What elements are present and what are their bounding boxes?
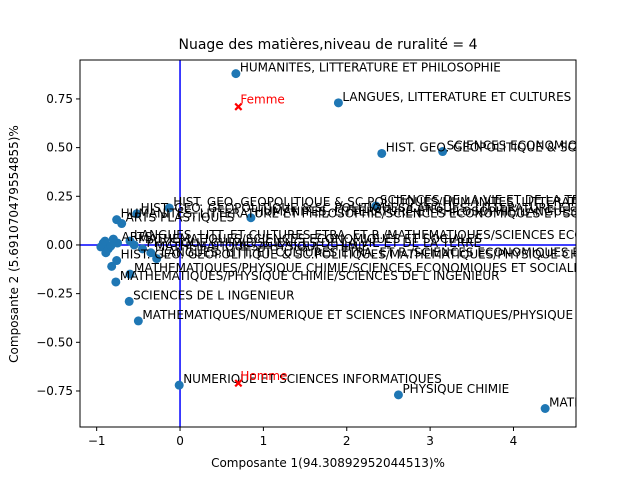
data-point [231,69,241,79]
y-tick-label: −0.50 [36,335,73,349]
axis-ticks: −1 0 1 2 3 4 −0.75 −0.50 −0.25 0.00 0.25 0.50 0.75 [36,92,517,448]
data-point [111,277,121,287]
y-tick-label: 0.75 [46,92,73,106]
data-point-label: HIST. GEO. GEOPOLITIQUE & SC.POLITIQUES/… [121,248,604,262]
data-point-label: MATHEMATIQUES/PHYSIQUE CHIMIE [155,240,369,254]
supplementary-marker-stroke [234,102,243,111]
y-axis-label: Composante 2 (5.691070479554855)% [7,125,21,363]
data-point [132,209,142,219]
data-point [438,147,448,157]
supplementary-marker-stroke [234,379,243,388]
y-tick-label: 0.50 [46,141,73,155]
data-point [129,240,139,250]
data-point [112,256,122,266]
data-point-label: ARTS [122,230,153,244]
data-point-label: PHYSIQUE CHIMIE/SCIENCES DE LA VIE ET DE… [147,236,482,250]
x-tick-label: 0 [176,434,184,448]
data-point-label: HIST. GEO. GEOPOLITIQUE & SC.POLITIQUES [386,140,640,154]
supplementary-point [234,379,243,388]
data-point-label: MATHEMATIQUES/PHYSIQUE CHIMIE/SCIENCES D… [120,269,500,283]
data-point [377,148,387,158]
data-point-label: LANGUES, LITT. ET CULTURES ETRA. ET R./M… [134,228,640,242]
data-point [125,269,135,279]
data-point-label: ARTS PLASTIQUES [126,211,235,225]
x-tick-label: 3 [426,434,434,448]
supplementary-point-label: Femme [240,93,284,107]
data-point [133,316,143,326]
chart-title: Nuage des matières,niveau de ruralité = … [178,37,477,53]
data-point-label: HIST. GEO. GEOPOLITIQUE & SC.POLITIQUES/… [141,201,640,215]
data-point-label: LANGUES, LITTERATURE ET CULTURES ETRANGE… [342,90,640,104]
data-point-label: SCIENCES DE LA VIE ET DE LA TERRE [380,193,604,207]
plot-area: HUMANITES, LITTERATURE ET PHILOSOPHIE LAN… [80,60,640,427]
y-tick-label: 0.25 [46,189,73,203]
y-tick-label: 0.00 [46,238,73,252]
data-point [108,234,118,244]
y-tick-label: −0.25 [36,287,73,301]
supplementary-point [234,102,243,111]
data-point [107,261,117,271]
x-tick-label: −1 [88,434,106,448]
data-point [124,296,134,306]
plot-frame [79,59,577,428]
data-point-label: HIST. GEO. GEOPOLITIQUE & SC.POLITIQUES/… [173,195,640,209]
data-point [333,98,343,108]
data-point-label: MATHEMATIQUES/PHYSIQUE CHIMIE/SCIENCES E… [134,261,589,275]
data-point-label: HUMANITES, LITTERATURE ET PHILOSOPHIE [240,61,501,75]
data-point-label: MATHEMATIQUES/NUMERIQUE ET SCIENCES INFO… [142,308,619,322]
data-point [246,213,256,223]
data-point-label: NUMERIQUE ET SCIENCES INFORMATIQUES [183,372,442,386]
x-tick-label: 1 [260,434,268,448]
data-point [106,241,116,251]
data-point [152,254,162,264]
data-point-label: MATHEMATIQUES/SCIENCES ECONOMIQUES ET SO… [138,232,482,246]
data-point-label: HUMANITES, LITTERATURE ET PHILOSOPHIE/SC… [121,207,622,221]
x-tick-label: 4 [510,434,518,448]
data-point [371,201,381,211]
data-point [138,244,148,254]
data-point [146,248,156,258]
data-point-label: SCIENCES ECONOMIQUES ET SOCIALES [447,139,640,153]
data-point-label: MATHEMATIQUES [549,396,640,410]
data-point [117,219,127,229]
x-axis-label: Composante 1(94.30892952044513)% [211,456,445,470]
data-point [164,203,174,213]
x-tick-label: 2 [343,434,351,448]
data-point [174,380,184,390]
supplementary-point-label: Homme [240,369,287,383]
data-point-label: LANGUES, LITT. ET CULTURES ETRA. ET R./S… [161,246,640,260]
data-point [540,404,550,414]
data-point-label: SCIENCES DE L INGENIEUR [133,288,294,302]
data-point-label: PHYSIQUE CHIMIE [402,382,509,396]
data-point [393,390,403,400]
data-point-label: HUMANITES, LITTERATURE ET PHILOSOPHIE/LA… [255,205,640,219]
y-tick-label: −0.75 [36,384,73,398]
